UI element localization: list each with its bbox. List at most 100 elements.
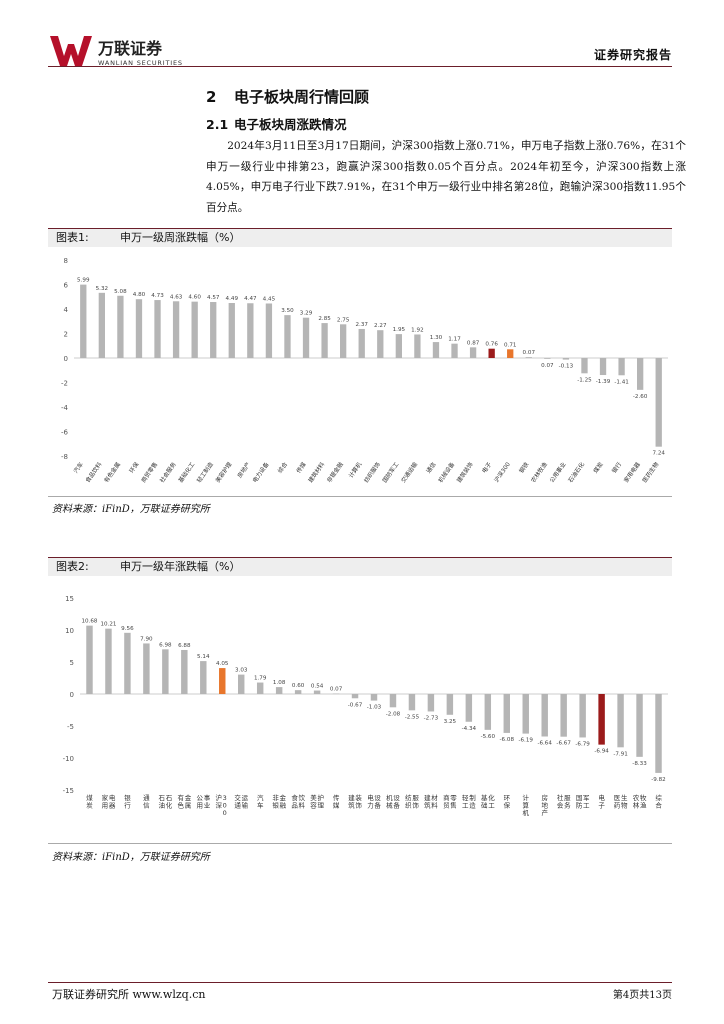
x-tick-label-汽车: 汽车 [257, 793, 264, 810]
bar-传媒 [332, 693, 340, 695]
bar-银行 [618, 358, 625, 376]
x-tick-label-环保: 环保 [504, 794, 511, 810]
data-label: 3.25 [444, 719, 457, 725]
figure1-label: 图表1: [56, 231, 89, 244]
subsection-title: 电子板块周涨跌情况 [234, 117, 347, 132]
bar-农林牧渔 [636, 694, 643, 757]
x-tick-label-社会服务: 社会服务 [557, 793, 571, 810]
data-label: 4.60 [188, 295, 201, 301]
data-label: 2.75 [337, 317, 350, 323]
logo-en-text: WANLIAN SECURITIES [98, 59, 183, 67]
x-tick-label-纺织服饰: 纺织服饰 [362, 460, 382, 484]
data-label: -4.34 [462, 726, 477, 732]
bar-计算机 [358, 328, 365, 358]
bar-家用电器 [105, 628, 112, 694]
data-label: -6.64 [537, 740, 552, 746]
y-tick-label: 2 [64, 331, 68, 339]
data-label: 4.45 [263, 296, 276, 302]
bar-电子 [488, 348, 495, 358]
bar-纺织服饰 [408, 694, 416, 711]
data-label: 6.98 [159, 642, 172, 648]
x-tick-label-煤炭: 煤炭 [591, 460, 604, 474]
bar-通信 [143, 643, 150, 694]
bar-非银金融 [275, 687, 283, 694]
x-tick-label-轻工制造: 轻工制造 [462, 793, 476, 810]
bar-基础化工 [484, 694, 492, 730]
bar-公用事业 [200, 661, 207, 694]
bar-社会服务 [172, 301, 180, 358]
y-tick-label: -2 [61, 380, 68, 388]
report-type: 证券研究报告 [593, 48, 672, 62]
bar-国防军工 [395, 334, 402, 358]
data-label: 0.07 [541, 363, 554, 369]
data-label: 4.73 [151, 293, 164, 299]
data-label: 0.60 [292, 683, 305, 689]
data-label: 9.56 [121, 626, 134, 632]
bar-石油石化 [581, 358, 588, 374]
data-label: 4.49 [226, 296, 239, 302]
x-tick-label-计算机: 计算机 [347, 460, 364, 479]
data-label: 0.87 [467, 340, 480, 346]
bar-电子 [598, 694, 605, 745]
x-tick-label-建筑材料: 建筑材料 [306, 460, 326, 484]
footer-website: 万联证券研究所 www.wlzq.cn [52, 988, 206, 1001]
data-label: -7.91 [613, 751, 628, 757]
bar-建筑装饰 [469, 347, 477, 358]
x-tick-label-公用事业: 公用事业 [548, 460, 568, 484]
y-tick-label: -10 [63, 755, 74, 763]
bar-农林牧渔 [544, 358, 551, 359]
bar-钢铁 [525, 357, 532, 358]
data-label: -2.60 [633, 394, 648, 400]
bar-汽车 [80, 284, 87, 358]
data-label: 5.99 [77, 278, 90, 284]
x-tick-label-非银金融: 非银金融 [272, 793, 286, 810]
bar-沪深300 [219, 668, 226, 694]
data-label: -5.60 [481, 734, 496, 740]
bar-石油石化 [162, 649, 169, 694]
bar-电力设备 [265, 303, 273, 358]
data-label: -6.79 [575, 741, 590, 747]
data-label: -1.03 [367, 705, 382, 711]
figure1-source: 资料来源：iFinD，万联证券研究所 [52, 504, 210, 515]
data-label: -2.73 [424, 715, 439, 721]
y-tick-label: -6 [61, 429, 69, 437]
x-tick-label-交通运输: 交通运输 [399, 460, 419, 484]
bar-医药生物 [655, 358, 662, 447]
x-tick-label-机械设备: 机械设备 [436, 460, 456, 484]
figure1-title: 申万一级周涨跌幅（%） [120, 231, 241, 244]
y-tick-label: 8 [64, 257, 68, 265]
data-label: -6.67 [556, 741, 571, 747]
data-label: 4.05 [216, 661, 229, 667]
body-paragraph: 2024年3月11日至3月17日期间，沪深300指数上涨0.71%，申万电子指数… [206, 140, 686, 214]
figure2-source: 资料来源：iFinD，万联证券研究所 [52, 852, 210, 863]
data-label: -6.19 [518, 738, 533, 744]
data-label: 10.21 [100, 622, 116, 628]
data-label: 0.76 [485, 342, 498, 348]
bar-银行 [124, 632, 131, 694]
bar-计算机 [522, 694, 529, 734]
data-label: -1.25 [577, 377, 592, 383]
data-label: 0.07 [523, 350, 536, 356]
bar-交通运输 [414, 334, 421, 358]
data-label: 10.68 [81, 619, 97, 625]
data-label: 5.08 [114, 289, 127, 295]
bar-轻工制造 [465, 694, 473, 722]
company-logo: 万联证券 WANLIAN SECURITIES [50, 36, 183, 67]
x-tick-label-商贸零售: 商贸零售 [139, 460, 159, 484]
data-label: 1.08 [273, 680, 286, 686]
x-tick-label-传媒: 传媒 [333, 793, 340, 810]
x-tick-label-农林牧渔: 农林牧渔 [529, 460, 549, 484]
section-title: 电子板块周行情回顾 [234, 88, 370, 106]
section-heading: 2 电子板块周行情回顾 [206, 86, 369, 107]
bar-有色金属 [117, 295, 124, 358]
x-tick-label-环保: 环保 [127, 460, 140, 474]
x-tick-label-建筑装饰: 建筑装饰 [348, 793, 362, 810]
data-label: 0.71 [504, 342, 517, 348]
data-label: -6.94 [594, 749, 609, 755]
data-label: 4.57 [207, 295, 220, 301]
bar-医药生物 [617, 694, 624, 748]
x-tick-label-医药生物: 医药生物 [640, 460, 660, 484]
figure2-source-divider [48, 843, 672, 844]
x-tick-label-钢铁: 钢铁 [517, 460, 530, 474]
